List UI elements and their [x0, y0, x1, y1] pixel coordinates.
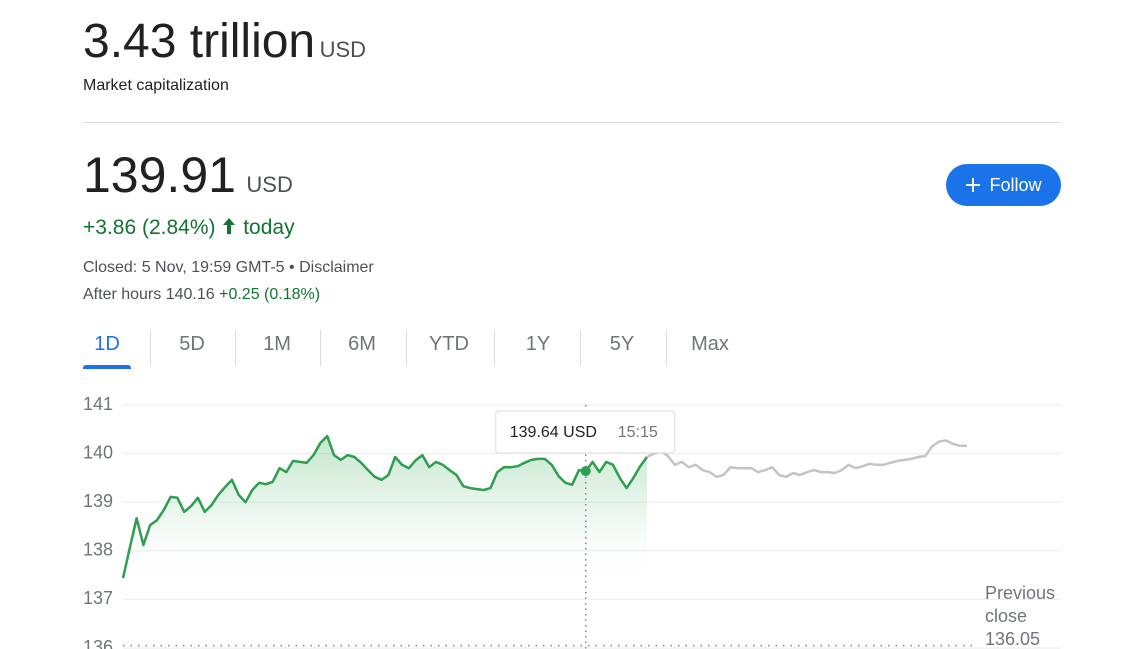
- active-tab-indicator: [83, 365, 131, 369]
- range-tab[interactable]: 1M: [263, 333, 291, 355]
- after-hours-row: After hours 140.16 +0.25 (0.18%): [83, 286, 320, 304]
- price-row: 139.91 USD: [83, 146, 293, 204]
- range-tab[interactable]: 1Y: [525, 333, 551, 355]
- y-tick-label: 138: [83, 540, 113, 560]
- tab-separator: [149, 330, 151, 366]
- tab-separator: [666, 330, 667, 366]
- price: 139.91: [83, 147, 236, 203]
- price-currency: USD: [246, 172, 293, 197]
- up-arrow: [223, 218, 236, 234]
- price-area: [123, 436, 647, 580]
- follow-button[interactable]: Follow: [946, 164, 1061, 206]
- range-tab[interactable]: 1D: [94, 333, 120, 355]
- closed-time: Closed: 5 Nov, 19:59 GMT-5: [83, 259, 285, 276]
- tooltip-value: 139.64 USD: [510, 424, 597, 441]
- price-chart: 136 137 138 139 140 141 Previous close 136.05 139…: [83, 394, 1061, 649]
- range-tab[interactable]: 6M: [348, 333, 376, 355]
- previous-close-label-text: close: [985, 606, 1027, 626]
- y-tick-label: 137: [83, 588, 113, 608]
- change-row: +3.86 (2.84%) today: [83, 216, 295, 240]
- range-tab[interactable]: 5D: [179, 333, 205, 355]
- y-tick-label: 136: [83, 637, 113, 649]
- tooltip-box: [495, 410, 676, 454]
- hover-point: [580, 466, 591, 477]
- market-cap: 3.43 trillion: [83, 15, 316, 68]
- after-hours-label: After hours: [83, 286, 162, 303]
- previous-close-label-text: Previous: [985, 583, 1055, 603]
- divider: [83, 122, 1061, 123]
- after-hours-change: +0.25 (0.18%): [219, 286, 321, 303]
- follow-label: Follow: [989, 174, 1042, 195]
- tab-separator: [493, 330, 495, 366]
- range-tab[interactable]: 5Y: [609, 333, 635, 355]
- change-suffix: today: [243, 216, 295, 239]
- previous-close-value: 136.05: [985, 629, 1040, 649]
- closed-row: Closed: 5 Nov, 19:59 GMT-5 • Disclaimer: [83, 259, 374, 276]
- market-cap-row: 3.43 trillion USD: [83, 14, 366, 69]
- after-hours-price: 140.16: [165, 286, 215, 303]
- market-cap-label: Market capitalization: [83, 77, 229, 94]
- tab-separator: [580, 330, 581, 366]
- tab-separator: [405, 330, 407, 366]
- y-tick-label: 140: [83, 442, 113, 462]
- after-hours-line: [646, 439, 967, 479]
- change: +3.86 (2.84%): [83, 216, 216, 239]
- tab-separator: [319, 330, 321, 366]
- plus-icon: [966, 178, 981, 192]
- tab-separator: [234, 330, 236, 366]
- y-tick-label: 139: [83, 491, 113, 511]
- price-line: [121, 434, 649, 579]
- previous-close-label: Previous close: [985, 583, 1055, 626]
- tooltip-time: 15:15: [618, 424, 658, 441]
- disclaimer[interactable]: Disclaimer: [299, 259, 374, 276]
- market-cap-currency: USD: [319, 37, 367, 62]
- range-tab[interactable]: YTD: [429, 333, 469, 355]
- y-tick-label: 141: [83, 394, 113, 414]
- range-tab[interactable]: Max: [691, 333, 729, 355]
